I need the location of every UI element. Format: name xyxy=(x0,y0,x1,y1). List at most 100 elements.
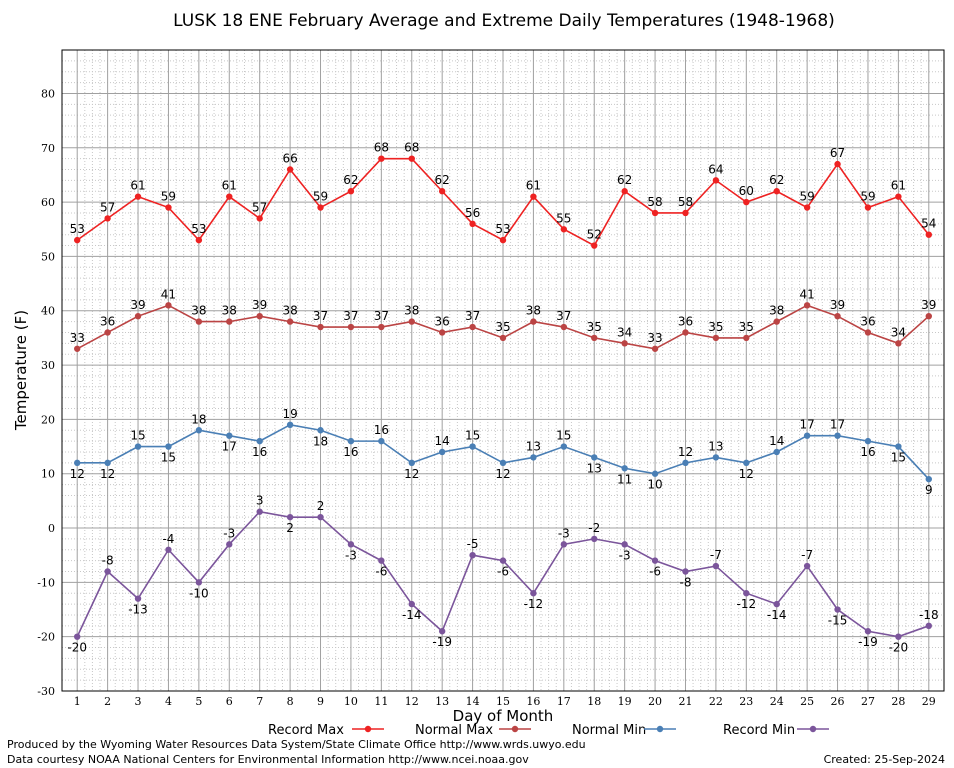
normal-max-data-label: 38 xyxy=(191,304,206,318)
record-min-data-label: -19 xyxy=(432,635,452,649)
record-min-data-label: -8 xyxy=(102,553,114,567)
normal-min-point xyxy=(408,459,415,467)
record-min-point xyxy=(256,508,263,515)
record-min-point xyxy=(591,535,598,543)
normal-max-point xyxy=(712,334,720,342)
record-max-point xyxy=(591,242,598,249)
record-max-point xyxy=(895,193,902,200)
record-min-data-label: -14 xyxy=(767,608,787,622)
record-max-point xyxy=(74,236,81,244)
x-tick-label: 23 xyxy=(739,695,753,708)
record-min-point xyxy=(499,557,507,564)
record-max-data-label: 62 xyxy=(435,173,450,187)
legend-label-record-max: Record Max xyxy=(268,723,344,738)
x-tick-label: 9 xyxy=(317,695,324,708)
normal-min-point xyxy=(834,432,841,439)
normal-min-data-label: 12 xyxy=(70,467,85,481)
normal-max-data-label: 37 xyxy=(374,309,389,323)
x-tick-label: 16 xyxy=(526,695,540,708)
y-tick-label: 50 xyxy=(41,250,55,263)
normal-max-data-label: 41 xyxy=(799,287,814,301)
normal-max-point xyxy=(651,345,659,352)
record-max-data-label: 56 xyxy=(465,206,480,220)
record-min-data-label: 3 xyxy=(256,494,264,508)
record-max-data-label: 62 xyxy=(617,173,632,187)
record-min-point xyxy=(773,600,780,608)
record-max-data-label: 62 xyxy=(769,173,784,187)
x-tick-label: 22 xyxy=(709,695,723,708)
record-min-data-label: -3 xyxy=(345,548,357,562)
normal-min-point xyxy=(104,459,111,467)
normal-min-point xyxy=(317,427,324,434)
normal-max-data-label: 36 xyxy=(435,314,450,328)
record-min-point xyxy=(864,628,872,635)
record-max-data-label: 57 xyxy=(100,200,115,214)
record-min-data-label: -12 xyxy=(524,597,544,611)
normal-min-data-label: 15 xyxy=(465,429,480,443)
footer-produced-by: Produced by the Wyoming Water Resources … xyxy=(7,738,586,751)
normal-min-point xyxy=(864,437,872,445)
normal-min-data-label: 15 xyxy=(130,429,145,443)
record-min-data-label: -8 xyxy=(679,575,691,589)
normal-min-data-label: 16 xyxy=(252,445,267,459)
record-min-data-label: -13 xyxy=(128,603,148,617)
normal-min-point xyxy=(165,443,172,450)
normal-min-point xyxy=(712,454,720,461)
normal-min-point xyxy=(895,443,902,450)
normal-min-data-label: 16 xyxy=(343,445,358,459)
normal-min-point xyxy=(925,475,932,483)
plot-frame xyxy=(61,49,945,692)
normal-max-point xyxy=(286,318,294,325)
normal-max-data-label: 36 xyxy=(860,314,875,328)
record-max-point xyxy=(621,188,628,195)
record-max-data-label: 68 xyxy=(404,141,419,155)
normal-min-data-label: 17 xyxy=(222,440,237,454)
record-max-point xyxy=(469,220,476,228)
y-axis-label: Temperature (F) xyxy=(12,310,30,431)
normal-min-data-label: 12 xyxy=(404,467,419,481)
normal-min-point xyxy=(499,459,507,467)
normal-min-data-label: 13 xyxy=(587,461,602,475)
record-min-point xyxy=(712,562,720,570)
normal-min-point xyxy=(378,437,385,445)
normal-min-data-label: 13 xyxy=(526,439,541,453)
x-tick-label: 2 xyxy=(104,695,111,708)
record-max-point xyxy=(743,198,750,206)
normal-min-point xyxy=(651,470,659,477)
series-layer xyxy=(74,155,932,640)
y-tick-label: -30 xyxy=(37,685,55,698)
record-min-data-label: -5 xyxy=(467,537,479,551)
x-tick-label: 25 xyxy=(800,695,814,708)
record-min-point xyxy=(682,568,689,575)
normal-max-data-label: 39 xyxy=(921,298,936,312)
normal-min-point xyxy=(347,437,355,445)
normal-max-point xyxy=(347,323,355,331)
record-max-data-label: 58 xyxy=(647,195,662,209)
x-tick-label: 11 xyxy=(374,695,388,708)
normal-max-point xyxy=(621,340,628,347)
record-min-data-label: -3 xyxy=(619,548,631,562)
normal-max-point xyxy=(74,345,81,352)
normal-max-data-label: 35 xyxy=(495,320,510,334)
legend-marker-normal-min xyxy=(656,725,664,733)
normal-min-point xyxy=(560,443,568,450)
normal-min-data-label: 13 xyxy=(708,439,723,453)
normal-max-point xyxy=(591,334,598,342)
x-tick-label: 29 xyxy=(922,695,936,708)
x-tick-label: 18 xyxy=(587,695,601,708)
record-min-data-label: 2 xyxy=(286,521,294,535)
record-min-point xyxy=(438,628,446,635)
record-max-point xyxy=(925,231,932,238)
x-tick-label: 21 xyxy=(678,695,692,708)
record-min-data-label: -19 xyxy=(858,635,878,649)
record-max-data-label: 54 xyxy=(921,217,936,231)
normal-max-point xyxy=(317,323,324,331)
record-min-data-label: -12 xyxy=(737,597,757,611)
normal-max-point xyxy=(134,312,142,320)
record-max-point xyxy=(256,215,263,222)
record-max-data-label: 53 xyxy=(70,222,85,236)
legend-label-normal-max: Normal Max xyxy=(415,723,493,738)
normal-min-data-label: 9 xyxy=(925,483,933,497)
record-max-point xyxy=(560,226,568,233)
record-max-point xyxy=(803,204,811,211)
